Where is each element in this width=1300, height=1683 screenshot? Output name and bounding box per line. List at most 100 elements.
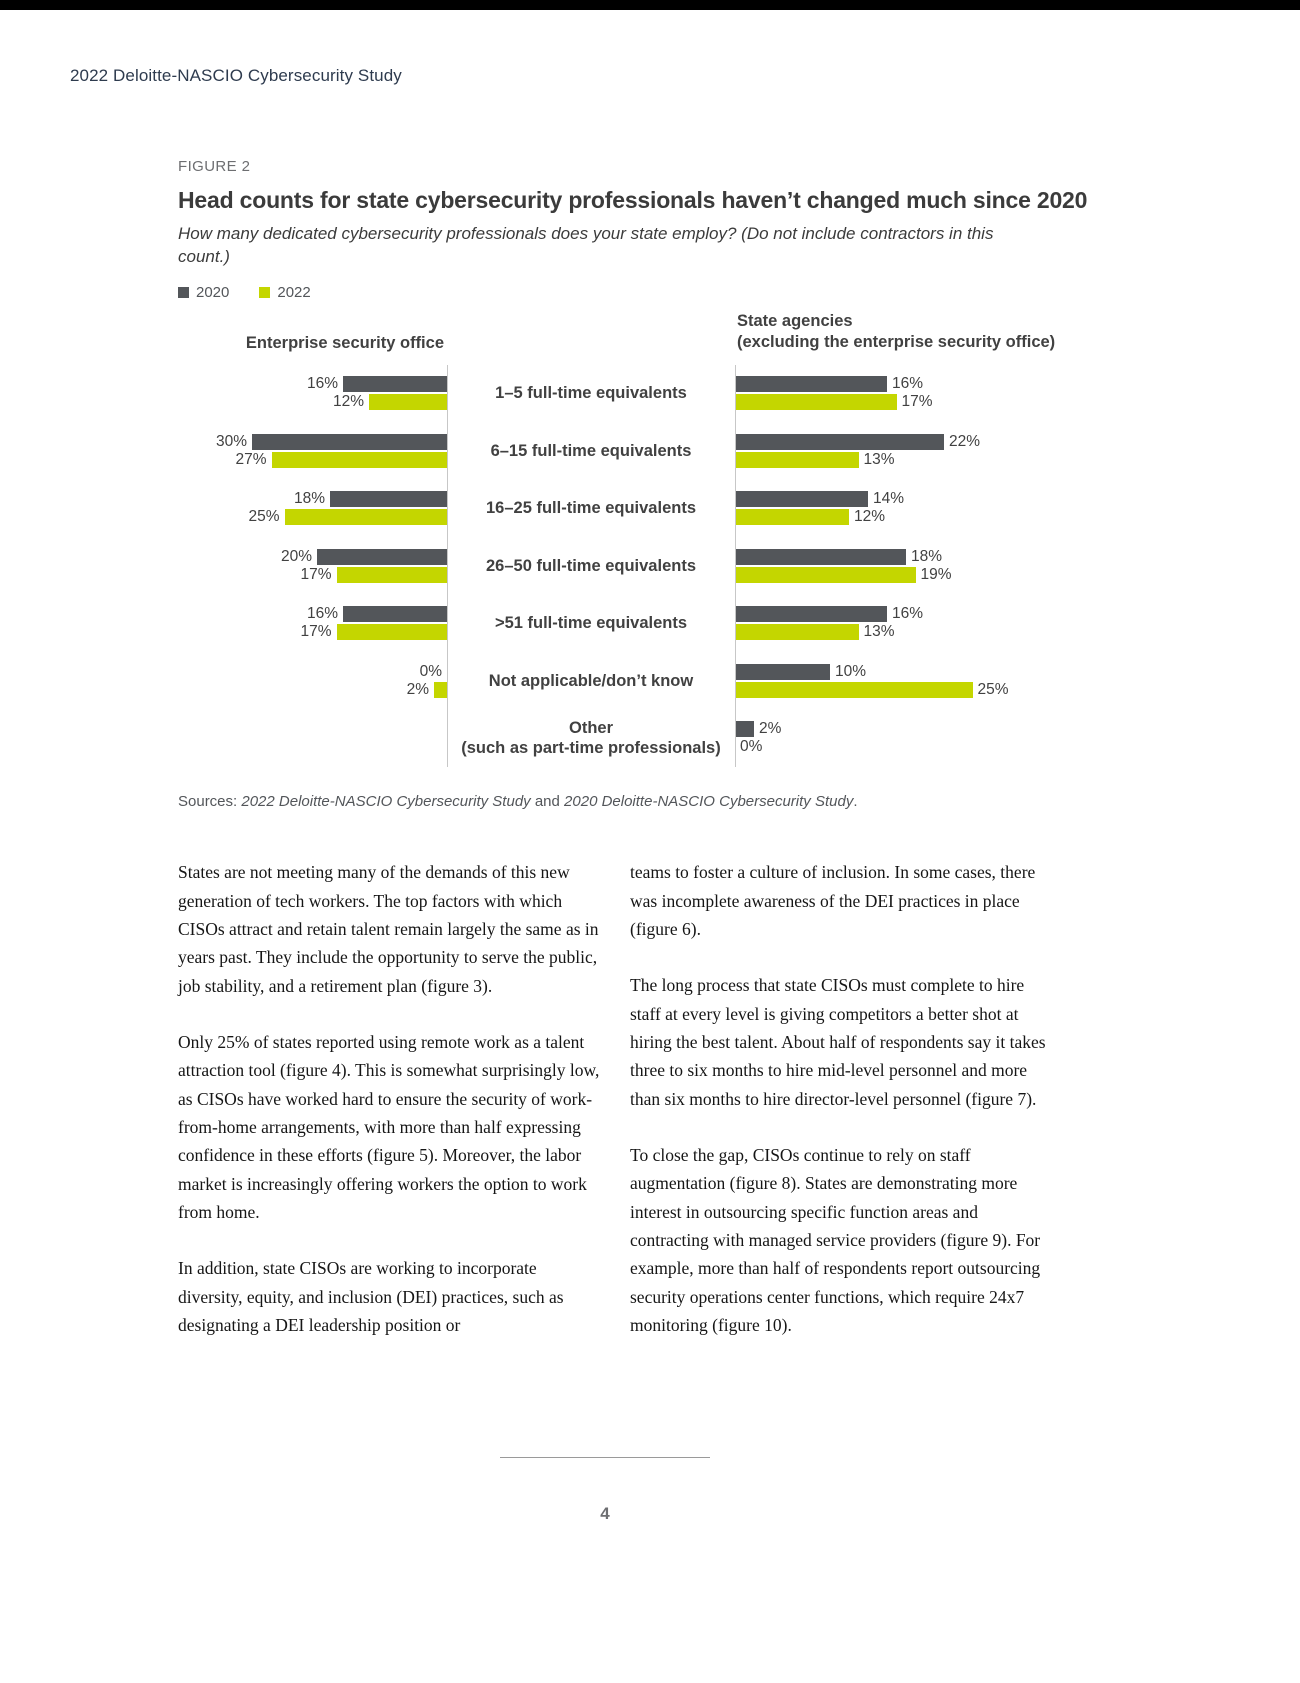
bar-value-label-2022: 12%: [332, 393, 364, 411]
sources-study-2022: 2022 Deloitte-NASCIO Cybersecurity Study: [241, 793, 531, 811]
bar-line-2022: 25%: [178, 508, 447, 526]
chart-legend: 2020 2022: [178, 284, 1122, 301]
state-agencies-bar-2020: [735, 663, 830, 680]
chart-row: 20% 17% 26–50 full-time equivalents 18% 19%: [178, 537, 1122, 595]
figure-subtitle: How many dedicated cybersecurity profess…: [178, 223, 994, 266]
legend-swatch-2020-icon: [178, 287, 189, 299]
bar-value-label-2020: 14%: [873, 490, 905, 508]
chart-panel-titles: Enterprise security office State agencie…: [178, 311, 1122, 352]
bar-value-label-2020: 16%: [892, 375, 924, 393]
bar-value-label-2022: 0%: [740, 738, 763, 756]
body-paragraph: In addition, state CISOs are working to …: [178, 1258, 564, 1336]
bar-value-label-2020: 0%: [419, 662, 442, 680]
state-agencies-bars-group: 22% 13%: [735, 432, 1122, 468]
body-column-left: States are not meeting many of the deman…: [178, 858, 604, 1367]
enterprise-bar-2020: [330, 491, 447, 508]
category-label: 26–50 full-time equivalents: [486, 556, 696, 575]
body-column-right: teams to foster a culture of inclusion. …: [630, 858, 1056, 1367]
figure-2-block: FIGURE 2 Head counts for state cybersecu…: [178, 158, 1122, 810]
state-agencies-bar-2020: [735, 433, 944, 450]
figure-title: Head counts for state cybersecurity prof…: [178, 187, 1088, 213]
state-agencies-bar-2022: [735, 509, 849, 526]
bar-value-label-2020: 18%: [911, 547, 943, 565]
enterprise-bar-2020: [252, 433, 447, 450]
bar-line-2022: 2%: [178, 680, 447, 698]
chart-row: 30% 27% 6–15 full-time equivalents 22% 13%: [178, 422, 1122, 480]
state-agencies-bar-2020: [735, 606, 887, 623]
bar-value-label-2020: 22%: [949, 432, 981, 450]
state-agencies-bars-group: 10% 25%: [735, 663, 1122, 698]
enterprise-bars-group: 20% 17%: [178, 547, 447, 583]
legend-swatch-2022-icon: [259, 287, 271, 299]
state-agencies-bar-2020: [735, 548, 906, 565]
sources-prefix: Sources:: [178, 793, 242, 811]
chart-row: Other (such as part-time professionals) 2…: [178, 710, 1122, 768]
bar-value-label-2022: 19%: [920, 565, 952, 583]
page-content: FIGURE 2 Head counts for state cybersecu…: [178, 158, 1122, 1367]
state-agencies-bar-2022: [735, 566, 916, 583]
bar-line-2022: 27%: [178, 450, 447, 468]
enterprise-bars-group: [178, 721, 447, 755]
bar-line-2020: 14%: [735, 490, 1122, 508]
diverging-bar-chart: Enterprise security office State agencie…: [178, 311, 1122, 768]
bar-line-2020: 16%: [178, 605, 447, 623]
category-label: Other (such as part-time professionals): [461, 718, 721, 758]
bar-line-2022: [178, 739, 447, 755]
bar-line-2020: [178, 721, 447, 737]
enterprise-bars-group: 30% 27%: [178, 432, 447, 468]
enterprise-bar-2022: [434, 681, 447, 698]
bar-line-2022: 17%: [735, 393, 1122, 411]
bar-value-label-2022: 27%: [235, 450, 267, 468]
bar-value-label-2022: 17%: [901, 393, 933, 411]
bar-value-label-2022: 17%: [300, 623, 332, 641]
sources-study-2020: 2020 Deloitte-NASCIO Cybersecurity Study: [564, 793, 854, 811]
bar-line-2020: 20%: [178, 547, 447, 565]
bar-line-2022: 12%: [178, 393, 447, 411]
enterprise-bar-2020: [343, 376, 447, 393]
state-agencies-bars-group: 16% 13%: [735, 605, 1122, 641]
bar-line-2020: 18%: [735, 547, 1122, 565]
enterprise-bar-2020: [317, 548, 447, 565]
bar-line-2020: 16%: [178, 375, 447, 393]
bar-value-label-2020: 2%: [759, 720, 782, 738]
enterprise-bars-group: 16% 17%: [178, 605, 447, 641]
legend-item-2020: 2020: [178, 284, 229, 301]
enterprise-bars-group: 0% 2%: [178, 662, 447, 698]
state-agencies-bar-2022: [735, 451, 859, 468]
bar-line-2020: 2%: [735, 720, 1122, 738]
bar-line-2022: 25%: [735, 680, 1122, 698]
bar-value-label-2022: 13%: [863, 450, 895, 468]
bar-value-label-2020: 20%: [280, 547, 312, 565]
state-agencies-bar-2020: [735, 721, 754, 738]
bar-line-2022: 13%: [735, 450, 1122, 468]
chart-rows-list: 16% 12% 1–5 full-time equivalents 16% 17% 30%…: [178, 365, 1122, 768]
bar-line-2022: 17%: [178, 566, 447, 583]
figure-label: FIGURE 2: [178, 158, 251, 175]
state-agencies-bars-group: 2% 0%: [735, 720, 1122, 756]
bar-line-2022: 19%: [735, 565, 1122, 583]
bar-line-2022: 12%: [735, 508, 1122, 526]
bar-line-2022: 13%: [735, 623, 1122, 641]
category-label: >51 full-time equivalents: [494, 614, 688, 633]
page-top-bar: [0, 0, 1300, 10]
bar-value-label-2022: 2%: [406, 680, 429, 698]
body-paragraph: Only 25% of states reported using remote…: [178, 1031, 600, 1222]
bar-value-label-2020: 30%: [215, 432, 247, 450]
page-footer: 4: [500, 1457, 710, 1524]
enterprise-bar-2020: [343, 606, 447, 623]
sources-suffix: .: [853, 793, 858, 811]
bar-line-2020: 16%: [735, 605, 1122, 623]
running-header: 2022 Deloitte-NASCIO Cybersecurity Study: [70, 66, 402, 85]
legend-label-2022: 2022: [277, 284, 311, 302]
chart-rows-area: 16% 12% 1–5 full-time equivalents 16% 17% 30%…: [178, 364, 1122, 768]
bar-value-label-2022: 25%: [977, 680, 1009, 698]
bar-value-label-2020: 16%: [306, 605, 338, 623]
sources-connector: and: [530, 793, 565, 811]
chart-row: 16% 17% >51 full-time equivalents 16% 13%: [178, 595, 1122, 653]
bar-value-label-2020: 18%: [293, 490, 325, 508]
sources-line: Sources: 2022 Deloitte-NASCIO Cybersecur…: [178, 793, 1122, 810]
left-axis-line: [447, 364, 448, 768]
bar-value-label-2022: 25%: [248, 508, 280, 526]
state-agencies-bar-2022: [735, 624, 859, 641]
right-axis-line: [735, 364, 736, 768]
